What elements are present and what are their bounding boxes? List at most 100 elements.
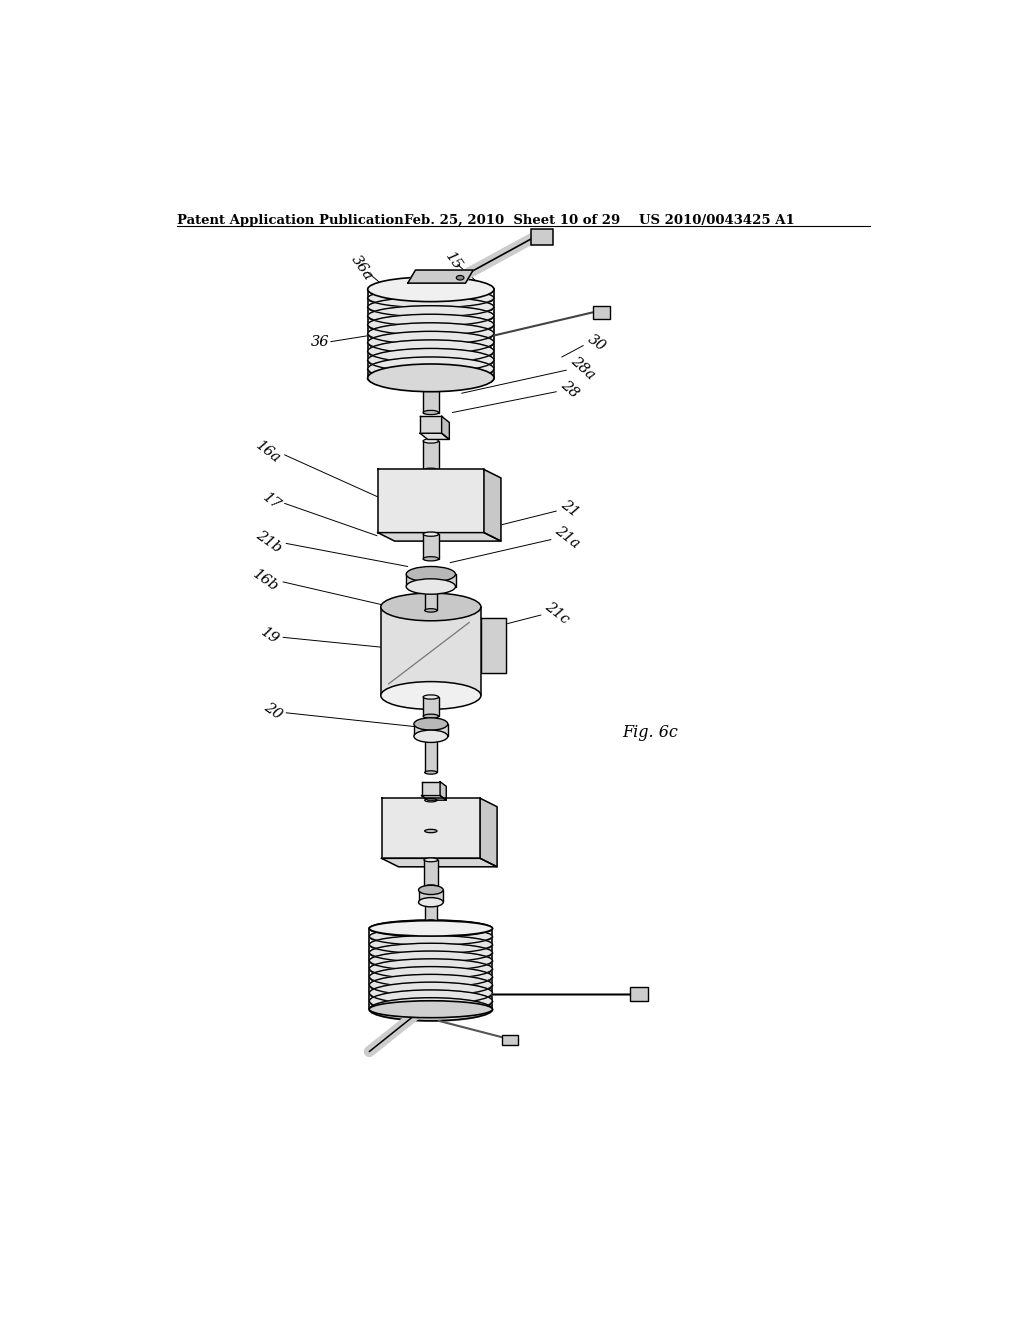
Ellipse shape xyxy=(368,314,494,335)
Ellipse shape xyxy=(425,920,437,923)
Ellipse shape xyxy=(370,944,493,962)
Ellipse shape xyxy=(419,886,443,895)
Ellipse shape xyxy=(368,364,494,392)
Text: 36: 36 xyxy=(310,335,330,348)
Ellipse shape xyxy=(368,366,494,391)
Ellipse shape xyxy=(407,578,456,594)
Ellipse shape xyxy=(368,280,494,298)
Ellipse shape xyxy=(425,609,437,612)
Ellipse shape xyxy=(368,289,494,308)
Ellipse shape xyxy=(370,974,493,995)
Bar xyxy=(425,900,437,921)
Ellipse shape xyxy=(370,1001,493,1018)
Bar xyxy=(531,230,553,244)
Text: 21b: 21b xyxy=(254,528,285,556)
Ellipse shape xyxy=(370,958,493,979)
Text: 17: 17 xyxy=(260,490,283,512)
Ellipse shape xyxy=(368,323,494,345)
Ellipse shape xyxy=(370,966,493,987)
Ellipse shape xyxy=(370,982,493,1005)
Bar xyxy=(630,987,648,1001)
Ellipse shape xyxy=(414,718,447,730)
Ellipse shape xyxy=(368,297,494,317)
Ellipse shape xyxy=(368,339,494,363)
Polygon shape xyxy=(378,533,501,541)
Polygon shape xyxy=(378,470,484,533)
Text: 20: 20 xyxy=(261,700,285,722)
Bar xyxy=(593,306,609,318)
Ellipse shape xyxy=(425,898,437,902)
Ellipse shape xyxy=(425,799,437,801)
Ellipse shape xyxy=(368,306,494,326)
Text: 16b: 16b xyxy=(251,566,282,594)
Ellipse shape xyxy=(381,681,481,709)
Bar xyxy=(423,384,438,412)
Text: 21: 21 xyxy=(558,498,581,520)
Ellipse shape xyxy=(457,276,464,280)
Ellipse shape xyxy=(423,438,438,444)
Bar xyxy=(423,535,438,558)
Ellipse shape xyxy=(423,557,438,561)
Ellipse shape xyxy=(370,928,493,945)
Text: 21c: 21c xyxy=(543,599,572,627)
Text: 28a: 28a xyxy=(568,354,598,383)
Ellipse shape xyxy=(368,331,494,354)
Polygon shape xyxy=(481,619,506,673)
Text: 16a: 16a xyxy=(253,438,283,466)
Polygon shape xyxy=(408,271,473,284)
Bar xyxy=(381,607,481,696)
Polygon shape xyxy=(422,796,446,800)
Ellipse shape xyxy=(425,771,437,774)
Bar xyxy=(424,859,438,887)
Bar xyxy=(423,697,438,717)
Text: US 2010/0043425 A1: US 2010/0043425 A1 xyxy=(639,214,795,227)
Bar xyxy=(423,441,438,470)
Bar xyxy=(414,723,447,737)
Ellipse shape xyxy=(424,858,438,862)
Polygon shape xyxy=(440,781,446,800)
Text: 36a: 36a xyxy=(348,252,375,282)
Bar xyxy=(419,890,443,903)
Ellipse shape xyxy=(370,950,493,970)
Ellipse shape xyxy=(423,694,438,700)
Bar xyxy=(503,1035,518,1045)
Ellipse shape xyxy=(423,532,438,536)
Bar xyxy=(425,800,437,832)
Ellipse shape xyxy=(423,469,438,473)
Text: Fig. 6c: Fig. 6c xyxy=(622,723,678,741)
Ellipse shape xyxy=(414,730,447,742)
Ellipse shape xyxy=(370,936,493,953)
Ellipse shape xyxy=(423,714,438,718)
Polygon shape xyxy=(480,799,497,867)
Bar xyxy=(425,738,437,772)
Ellipse shape xyxy=(419,898,443,907)
Polygon shape xyxy=(382,858,497,867)
Ellipse shape xyxy=(368,348,494,372)
Ellipse shape xyxy=(424,884,438,888)
Text: 19: 19 xyxy=(258,624,282,647)
Polygon shape xyxy=(484,470,501,541)
Ellipse shape xyxy=(370,920,493,937)
Ellipse shape xyxy=(370,921,493,936)
Ellipse shape xyxy=(370,998,493,1020)
Text: Patent Application Publication: Patent Application Publication xyxy=(177,214,403,227)
Bar xyxy=(407,574,456,586)
Polygon shape xyxy=(420,416,441,433)
Ellipse shape xyxy=(370,990,493,1012)
Ellipse shape xyxy=(368,277,494,302)
Text: 15: 15 xyxy=(443,249,465,272)
Ellipse shape xyxy=(425,737,437,739)
Polygon shape xyxy=(441,416,450,440)
Text: 28: 28 xyxy=(558,378,581,401)
Bar xyxy=(425,587,437,610)
Ellipse shape xyxy=(407,566,456,582)
Text: 30: 30 xyxy=(585,333,608,354)
Text: 21a: 21a xyxy=(553,523,583,552)
Polygon shape xyxy=(422,781,440,796)
Ellipse shape xyxy=(423,381,438,387)
Ellipse shape xyxy=(423,411,438,414)
Text: Feb. 25, 2010  Sheet 10 of 29: Feb. 25, 2010 Sheet 10 of 29 xyxy=(403,214,621,227)
Ellipse shape xyxy=(425,586,437,589)
Ellipse shape xyxy=(368,356,494,381)
Ellipse shape xyxy=(425,829,437,833)
